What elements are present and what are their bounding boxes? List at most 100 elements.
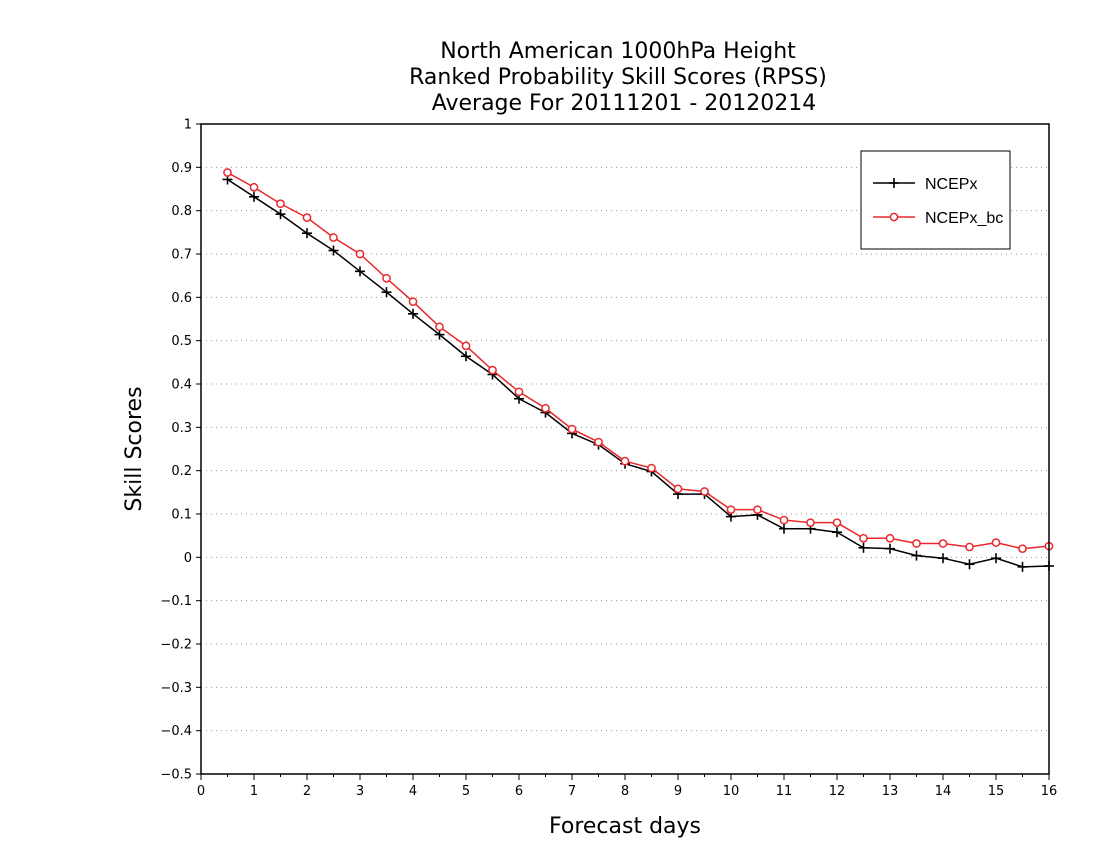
- y-tick-label: 0.7: [171, 248, 192, 263]
- x-tick-label: 4: [409, 784, 417, 799]
- series-layer: [222, 168, 1054, 572]
- data-point: [382, 273, 391, 283]
- x-tick-label: 5: [462, 784, 470, 799]
- chart-title-line-3: Average For 20111201 - 20120214: [432, 91, 817, 116]
- data-point: [832, 527, 842, 538]
- data-point: [647, 463, 656, 473]
- y-tick-label: 0.6: [171, 291, 192, 306]
- legend-marker-ncepx-bc: [889, 212, 899, 222]
- data-point: [302, 228, 312, 239]
- x-tick-label: 10: [723, 784, 740, 799]
- legend-marker-ncepx: [889, 178, 899, 188]
- x-tick-label: 0: [197, 784, 205, 799]
- x-tick-label: 7: [568, 784, 576, 799]
- x-tick-label: 3: [356, 784, 364, 799]
- data-point: [408, 308, 418, 319]
- data-point: [753, 505, 762, 515]
- data-point: [461, 351, 471, 362]
- data-point: [912, 539, 921, 548]
- data-point: [435, 322, 444, 332]
- data-point: [911, 550, 922, 561]
- data-point: [434, 329, 445, 340]
- series-line: [227, 171, 1050, 550]
- x-tick-label: 12: [829, 784, 846, 799]
- y-tick-label: −0.1: [160, 594, 192, 609]
- data-point: [567, 424, 577, 434]
- data-point: [938, 553, 948, 564]
- x-tick-label: 1: [250, 784, 258, 799]
- y-tick-label: −0.3: [160, 681, 192, 696]
- data-point: [806, 518, 815, 528]
- data-point: [594, 437, 603, 447]
- chart-title-line-1: North American 1000hPa Height: [440, 39, 796, 64]
- data-point: [779, 515, 789, 525]
- x-tick-label: 2: [303, 784, 311, 799]
- x-tick-label: 9: [674, 784, 682, 799]
- data-point: [1017, 561, 1028, 572]
- data-point: [275, 209, 286, 220]
- data-point: [355, 249, 365, 259]
- data-point: [673, 484, 683, 494]
- data-point: [329, 233, 338, 242]
- data-point: [620, 456, 630, 466]
- y-tick-label: 0.8: [171, 204, 192, 219]
- data-point: [885, 543, 895, 554]
- y-tick-label: 0.2: [171, 464, 192, 479]
- data-point: [991, 538, 1001, 547]
- data-point: [249, 182, 259, 192]
- legend-marker: [889, 212, 899, 222]
- y-tick-label: 0.9: [171, 161, 192, 176]
- x-tick-label: 6: [515, 784, 523, 799]
- data-point: [991, 553, 1001, 564]
- data-point: [302, 213, 312, 222]
- y-tick-label: 0: [184, 551, 192, 566]
- y-axis-ticks: 1 0.9 0.8 0.7 0.6 0.5 0.4 0.3 0.2 0.1 0 −0.1 −0.2 −0.…: [160, 118, 201, 783]
- data-point: [964, 559, 975, 570]
- data-point: [355, 266, 365, 277]
- data-point: [461, 341, 471, 351]
- y-tick-label: 0.5: [171, 334, 192, 349]
- grid-lines: [201, 166, 1049, 732]
- legend-marker: [889, 178, 899, 188]
- data-point: [938, 539, 948, 548]
- x-tick-label: 8: [621, 784, 629, 799]
- data-point: [832, 518, 842, 528]
- data-point: [700, 487, 709, 496]
- legend-box: [860, 150, 1011, 250]
- y-tick-label: −0.5: [160, 768, 192, 783]
- series-line: [227, 178, 1050, 568]
- data-point: [726, 505, 736, 515]
- x-tick-label: 16: [1041, 784, 1058, 799]
- data-point: [514, 387, 524, 397]
- y-tick-label: −0.2: [160, 638, 192, 653]
- y-tick-label: 0.1: [171, 508, 192, 523]
- series-ncepx-bc: [223, 168, 1054, 554]
- x-tick-label: 14: [935, 784, 952, 799]
- y-tick-label: 0.4: [171, 378, 192, 393]
- y-tick-label: 0.3: [171, 421, 192, 436]
- data-point: [885, 533, 895, 543]
- data-point: [859, 533, 868, 543]
- data-point: [488, 365, 497, 375]
- data-point: [223, 168, 232, 177]
- data-point: [541, 403, 550, 413]
- data-point: [328, 245, 339, 256]
- data-point: [249, 191, 259, 202]
- data-point: [1018, 544, 1027, 554]
- data-point: [381, 287, 392, 298]
- legend: NCEPx NCEPx_bc: [860, 150, 1011, 250]
- data-point: [858, 542, 869, 553]
- data-point: [276, 199, 285, 209]
- x-tick-label: 15: [988, 784, 1005, 799]
- y-tick-label: −0.4: [160, 724, 192, 739]
- legend-label-ncepx-bc: NCEPx_bc: [925, 210, 1003, 227]
- plot-frame: [200, 123, 1050, 775]
- data-point: [779, 523, 789, 534]
- x-tick-label: 11: [776, 784, 793, 799]
- x-axis-label: Forecast days: [549, 814, 701, 839]
- y-axis-label: Skill Scores: [122, 386, 147, 511]
- y-tick-label: 1: [184, 118, 192, 133]
- chart-title-line-2: Ranked Probability Skill Scores (RPSS): [409, 65, 827, 90]
- legend-label-ncepx: NCEPx: [925, 176, 977, 193]
